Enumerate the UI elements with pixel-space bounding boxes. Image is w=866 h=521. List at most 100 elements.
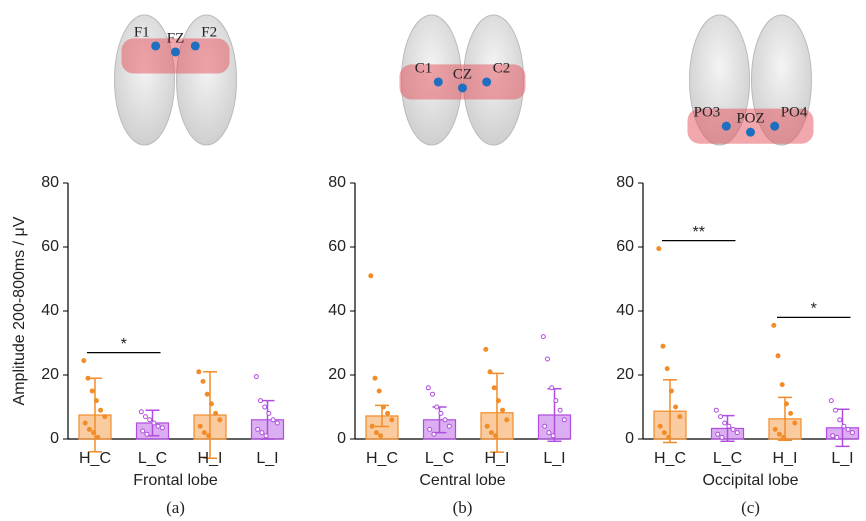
data-point: [271, 418, 275, 422]
data-point: [669, 389, 673, 393]
data-point: [831, 434, 835, 438]
electrode-label: PO3: [694, 105, 721, 121]
data-point: [727, 424, 731, 428]
data-point: [198, 424, 202, 428]
y-tick-label: 80: [41, 174, 59, 191]
data-point: [264, 434, 268, 438]
data-point: [776, 354, 780, 358]
x-tick-label: H_I: [773, 450, 798, 467]
data-point: [834, 408, 838, 412]
data-point: [562, 418, 566, 422]
data-point: [374, 431, 378, 435]
data-point: [714, 408, 718, 412]
data-point: [390, 418, 394, 422]
data-point: [152, 421, 156, 425]
data-point: [160, 426, 164, 430]
electrode: [191, 41, 200, 50]
x-tick-label: L_I: [831, 450, 853, 467]
electrode-label: POZ: [736, 111, 764, 127]
significance-label: *: [121, 336, 127, 353]
x-axis-label: Occipital lobe: [702, 472, 798, 489]
data-point: [678, 415, 682, 419]
data-point: [665, 367, 669, 371]
data-point: [94, 399, 98, 403]
data-point: [148, 418, 152, 422]
data-point: [439, 411, 443, 415]
electrode-label: C2: [493, 60, 511, 76]
x-tick-label: L_I: [543, 450, 565, 467]
data-point: [275, 421, 279, 425]
x-tick-label: H_C: [654, 450, 686, 467]
y-tick-label: 80: [616, 174, 634, 191]
data-point: [720, 435, 724, 439]
data-point: [496, 399, 500, 403]
data-point: [432, 432, 436, 436]
significance-label: **: [693, 224, 705, 241]
data-point: [254, 375, 258, 379]
data-point: [550, 386, 554, 390]
electrode-label: C1: [415, 60, 433, 76]
data-point: [782, 435, 786, 439]
y-tick-label: 60: [616, 238, 634, 255]
electrode-label: PO4: [781, 105, 808, 121]
data-point: [485, 424, 489, 428]
x-tick-label: H_C: [79, 450, 111, 467]
electrode: [770, 122, 779, 131]
electrode-label: F2: [201, 24, 217, 40]
data-point: [492, 386, 496, 390]
data-point: [735, 431, 739, 435]
data-point: [207, 434, 211, 438]
data-point: [267, 411, 271, 415]
data-point: [773, 427, 777, 431]
data-point: [205, 392, 209, 396]
data-point: [546, 357, 550, 361]
data-point: [777, 432, 781, 436]
electrode: [482, 77, 491, 86]
data-point: [428, 427, 432, 431]
electrode: [171, 47, 180, 56]
data-point: [835, 435, 839, 439]
data-point: [551, 434, 555, 438]
x-tick-label: H_C: [366, 450, 398, 467]
data-point: [214, 411, 218, 415]
data-point: [218, 418, 222, 422]
data-point: [731, 427, 735, 431]
electrode: [722, 122, 731, 131]
data-point: [83, 421, 87, 425]
data-point: [484, 347, 488, 351]
x-tick-label: H_I: [485, 450, 510, 467]
brain: PO3 POZ PO4: [688, 15, 814, 145]
data-point: [443, 418, 447, 422]
panel-caption: (c): [741, 498, 760, 517]
data-point: [141, 429, 145, 433]
y-tick-label: 40: [328, 302, 346, 319]
data-point: [259, 399, 263, 403]
data-point: [256, 427, 260, 431]
data-point: [426, 386, 430, 390]
data-point: [850, 431, 854, 435]
data-point: [661, 344, 665, 348]
data-point: [543, 424, 547, 428]
electrode-label: FZ: [167, 30, 185, 46]
electrode: [434, 77, 443, 86]
data-point: [379, 434, 383, 438]
data-point: [784, 402, 788, 406]
data-point: [99, 408, 103, 412]
data-point: [489, 431, 493, 435]
y-axis-label: Amplitude 200-800ms / μV: [11, 216, 28, 405]
y-tick-label: 60: [41, 238, 59, 255]
data-point: [505, 418, 509, 422]
data-point: [381, 405, 385, 409]
panel-caption: (a): [166, 498, 185, 517]
x-tick-label: L_C: [138, 450, 167, 467]
y-tick-label: 0: [337, 430, 346, 447]
data-point: [202, 431, 206, 435]
electrode-label: F1: [134, 24, 150, 40]
y-tick-label: 0: [625, 430, 634, 447]
data-point: [658, 424, 662, 428]
data-point: [86, 376, 90, 380]
data-point: [431, 392, 435, 396]
y-tick-label: 20: [616, 366, 634, 383]
data-point: [719, 415, 723, 419]
